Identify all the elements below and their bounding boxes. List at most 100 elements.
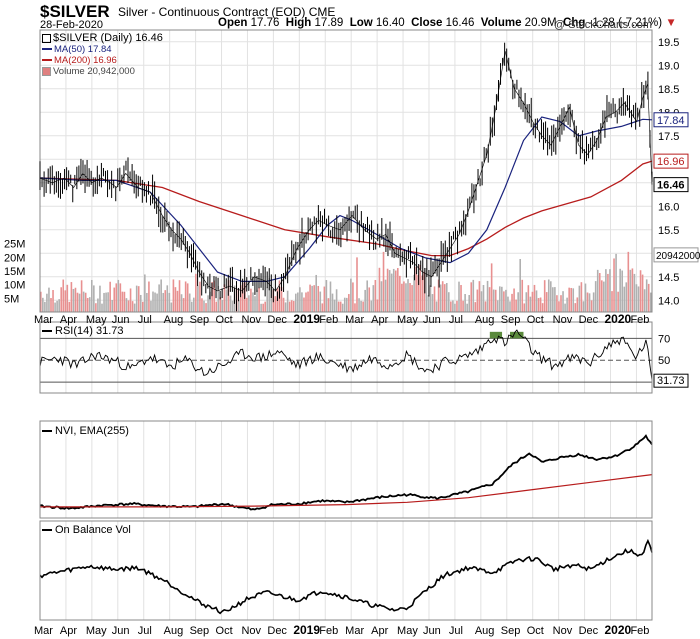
x-tick-bottom: 2019: [293, 623, 320, 637]
volume-bar: [62, 279, 65, 312]
volume-bar: [439, 284, 442, 312]
x-tick-bottom: Apr: [60, 625, 77, 637]
volume-bar: [86, 297, 89, 312]
rsi-marker-box: [653, 373, 689, 388]
x-tick-top: Jun: [112, 314, 130, 326]
close-value: 16.46: [445, 17, 475, 29]
volume-bar: [109, 281, 111, 312]
rsi-y-tick: 50: [658, 355, 670, 367]
x-tick-top: May: [86, 314, 107, 326]
volume-bar: [95, 303, 97, 312]
volume-bar: [456, 300, 458, 312]
volume-bar: [421, 275, 424, 312]
volume-bar: [164, 290, 167, 312]
volume-bar: [545, 292, 548, 312]
quote-date: 28-Feb-2020: [40, 19, 103, 31]
ma50-legend-swatch: [42, 48, 52, 51]
down-arrow-icon: ▼: [665, 17, 677, 29]
volume-bar: [78, 293, 81, 312]
x-tick-bottom: Jun: [423, 625, 441, 637]
price-y-tick: 14.5: [658, 272, 679, 284]
volume-bar: [40, 291, 42, 312]
volume-bar: [527, 285, 530, 312]
x-tick-top: Mar: [345, 314, 364, 326]
x-axis: Mar Mar Apr Apr May May Jun Jun Jul Jul Aug Aug Sep S…: [34, 312, 649, 637]
volume-marker-box: [653, 247, 699, 263]
volume-bar: [139, 294, 142, 312]
volume-bar: [590, 300, 593, 312]
volume-bar: [521, 279, 524, 312]
volume-bar: [417, 275, 419, 312]
x-tick-bottom: 2020: [605, 623, 632, 637]
volume-bar: [307, 291, 309, 312]
x-tick-bottom: Mar: [345, 625, 364, 637]
volume-bar: [419, 265, 422, 312]
volume-bar: [44, 301, 46, 312]
nvi-legend-swatch: [42, 430, 52, 433]
volume-bar: [148, 281, 150, 312]
volume-bar: [274, 296, 277, 312]
ma200-legend-swatch: [42, 59, 52, 62]
volume-bar: [411, 285, 413, 312]
volume-bar: [142, 301, 144, 312]
volume-bar: [490, 263, 493, 312]
volume-bar: [623, 286, 626, 312]
volume-bar: [460, 285, 462, 312]
instrument-name-text: Silver - Continuous Contract (EOD): [118, 5, 306, 19]
volume-bar: [558, 301, 560, 312]
high-value: 17.89: [314, 17, 344, 29]
ma50-marker-box: [653, 112, 689, 128]
volume-bar: [46, 293, 48, 312]
volume-bar: [248, 295, 250, 312]
volume-bar: [621, 270, 623, 312]
volume-bar: [613, 258, 615, 312]
x-tick-top: 2019: [293, 312, 320, 326]
x-tick-top: Apr: [60, 314, 77, 326]
volume-bar: [413, 274, 415, 312]
price-y-tick: 16.0: [658, 201, 679, 213]
volume-bar: [137, 286, 140, 312]
volume-bar: [501, 286, 503, 312]
volume-bar: [554, 287, 556, 312]
volume-bar: [633, 273, 636, 312]
high-label: High: [285, 17, 312, 29]
volume-bar: [364, 289, 366, 312]
volume-bar: [533, 284, 536, 312]
volume-bar: [203, 300, 205, 312]
volume-bar: [225, 289, 228, 312]
volume-bar: [154, 292, 156, 312]
volume-bar: [74, 287, 77, 312]
volume-bar: [72, 288, 75, 312]
volume-y-tick: 20M: [4, 252, 25, 264]
chg-label: Chg: [563, 17, 586, 29]
volume-bar: [392, 268, 395, 312]
volume-bar: [635, 284, 638, 312]
x-tick-bottom: Jun: [112, 625, 130, 637]
close-marker-box: [653, 177, 689, 193]
volume-bar: [468, 295, 470, 312]
volume-bar: [496, 300, 499, 312]
x-tick-top: Aug: [475, 314, 495, 326]
obv-line: [39, 538, 653, 615]
x-tick-bottom: Sep: [190, 625, 210, 637]
volume-bar: [119, 283, 122, 312]
instrument-name: Silver - Continuous Contract (EOD) CME: [118, 5, 335, 19]
volume-bar: [88, 297, 91, 312]
x-tick-bottom: Feb: [630, 625, 649, 637]
volume-bar: [360, 300, 362, 312]
volume-bar: [366, 280, 368, 312]
ma200-marker-label: 16.96: [657, 156, 685, 168]
volume-bar: [531, 291, 534, 312]
volume-bar: [378, 267, 381, 312]
volume-bar: [607, 273, 609, 312]
volume-bar: [260, 303, 262, 312]
volume-bar: [647, 283, 650, 312]
volume-bar: [199, 281, 201, 312]
volume-bar: [217, 285, 220, 312]
volume-bar: [68, 301, 71, 312]
volume-bar: [103, 292, 105, 312]
volume-bar: [221, 299, 224, 312]
volume-bar: [511, 293, 513, 312]
x-tick-bottom: Oct: [527, 625, 544, 637]
